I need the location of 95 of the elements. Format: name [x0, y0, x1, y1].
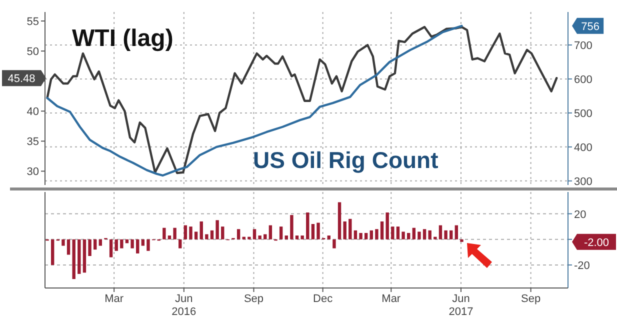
bar [146, 239, 150, 251]
bar [338, 202, 342, 240]
bar [248, 236, 251, 240]
bar [236, 229, 240, 240]
bar [264, 234, 267, 240]
x-tick-label: Dec [313, 293, 334, 305]
bar [94, 239, 97, 250]
bar [354, 230, 358, 240]
bar [375, 229, 378, 240]
bar [242, 236, 246, 240]
bar [422, 229, 426, 240]
bar [258, 236, 262, 240]
bar [454, 225, 458, 240]
bar [62, 239, 65, 246]
bar [66, 239, 70, 255]
x-tick-label: Mar [382, 293, 401, 305]
y-tick-label: 20 [574, 208, 586, 221]
text: 45.48 [8, 73, 36, 86]
bar [348, 218, 352, 240]
bar [306, 212, 310, 240]
text: -2.00 [584, 236, 610, 249]
bar [82, 239, 86, 273]
bar [396, 226, 400, 240]
y2-tick-label: 600 [574, 74, 592, 86]
bar [316, 222, 320, 240]
y-tick-label: 55 [26, 16, 39, 28]
bar [114, 239, 118, 251]
bar [364, 232, 368, 240]
x-tick-label: Jun 2016 [172, 293, 196, 318]
bar [343, 221, 346, 240]
bar [412, 228, 416, 240]
bar [130, 239, 134, 248]
bar [216, 220, 219, 240]
bar [290, 215, 294, 240]
bar [173, 228, 176, 240]
y2-tick-label: 300 [574, 176, 592, 188]
series-label: WTI (lag) [72, 25, 174, 52]
y-tick-label: 40 [26, 106, 39, 118]
bar [200, 221, 203, 240]
bar [295, 236, 299, 240]
y2-tick-label: 500 [574, 108, 592, 120]
bar [168, 236, 172, 240]
bar [136, 239, 140, 254]
bar [406, 232, 410, 240]
line-series [46, 26, 558, 174]
y-tick-label: 50 [26, 46, 39, 58]
bar [391, 226, 394, 240]
bar [284, 236, 288, 240]
bar [88, 239, 92, 256]
bar [78, 239, 81, 274]
x-tick-label: Jun 2017 [448, 293, 474, 318]
bar [268, 225, 272, 240]
bar [460, 239, 464, 242]
bar [402, 232, 405, 240]
bar [380, 221, 384, 240]
text: 756 [581, 20, 600, 33]
y-tick-label: -20 [574, 260, 590, 272]
x-tick-label: Sep [244, 293, 264, 305]
x-tick-label: Sep [521, 293, 541, 305]
bar [205, 234, 208, 240]
bar [279, 226, 283, 240]
bar [98, 239, 102, 246]
bar [210, 230, 214, 240]
bar [162, 228, 166, 240]
bar [386, 212, 389, 240]
y-tick-label: 30 [26, 166, 39, 178]
bar [189, 226, 192, 240]
bar [72, 239, 76, 280]
bar [109, 239, 113, 258]
x-tick-label: Mar [104, 293, 124, 305]
bar [418, 232, 421, 240]
bar [332, 239, 336, 248]
bar [221, 226, 224, 240]
series-label: US Oil Rig Count [253, 147, 439, 173]
bar [327, 236, 330, 240]
bar [359, 232, 362, 240]
y-tick-label: 35 [26, 136, 39, 148]
bar [370, 230, 373, 240]
y2-tick-label: 700 [574, 40, 592, 52]
bar [444, 230, 448, 240]
bar [50, 239, 54, 265]
bar [428, 230, 432, 240]
line-series [46, 24, 463, 177]
bar [194, 232, 198, 240]
bar [438, 225, 442, 240]
bar [450, 230, 453, 240]
bar [141, 239, 145, 246]
bar [434, 236, 437, 240]
bar [178, 239, 182, 248]
y2-tick-label: 400 [574, 142, 592, 154]
bar [311, 224, 315, 240]
bar [184, 225, 188, 240]
bar [120, 239, 124, 248]
bar [252, 229, 256, 240]
bar [300, 236, 304, 240]
